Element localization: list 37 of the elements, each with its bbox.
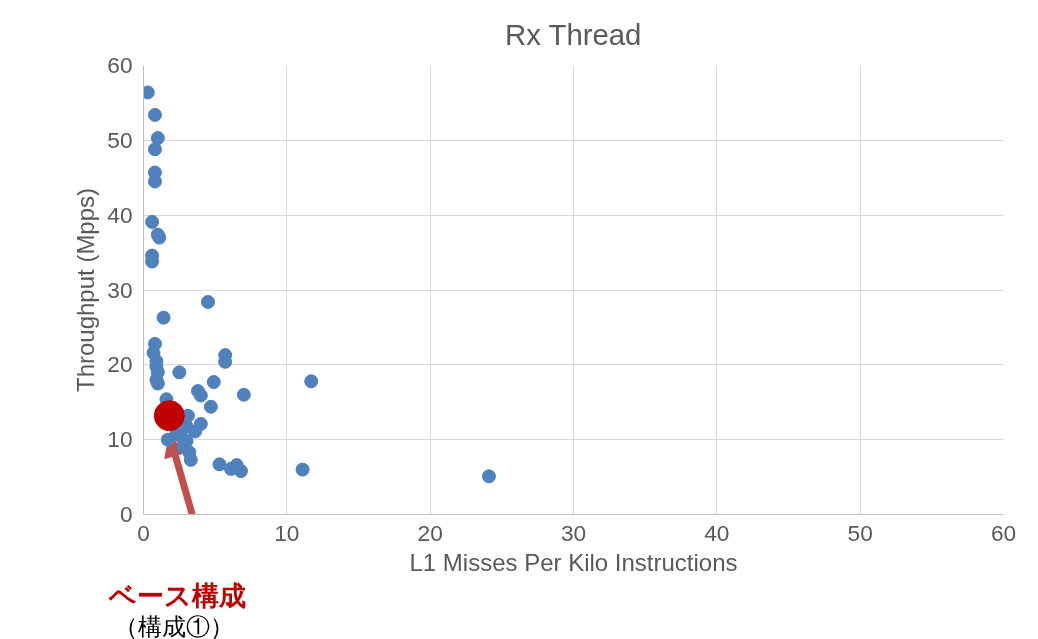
- x-tick-label: 20: [417, 519, 443, 546]
- x-tick-label: 0: [137, 519, 150, 546]
- point: [172, 365, 187, 380]
- point: [201, 294, 215, 309]
- point: [233, 464, 248, 479]
- x-axis-title: L1 Misses Per Kilo Instructions: [409, 548, 738, 576]
- point: [147, 107, 162, 122]
- y-tick-label: 10: [107, 426, 133, 453]
- point: [147, 142, 162, 157]
- y-tick-label: 40: [107, 201, 133, 228]
- x-tick-label: 30: [560, 519, 587, 546]
- point: [212, 457, 227, 472]
- point: [153, 400, 185, 432]
- point: [156, 310, 171, 325]
- y-tick-label: 60: [107, 52, 133, 78]
- x-tick-label: 10: [274, 519, 300, 546]
- point: [179, 419, 194, 434]
- y-tick-label: 0: [119, 501, 133, 527]
- point: [160, 432, 175, 447]
- y-tick-label: 20: [107, 351, 133, 378]
- point: [236, 387, 251, 402]
- chart-title: Rx Thread: [505, 17, 642, 51]
- y-axis-title: Throughput (Mpps): [72, 187, 100, 393]
- y-tick-label: 30: [107, 276, 133, 303]
- x-tick-label: 50: [847, 519, 873, 546]
- x-tick-label: 60: [990, 519, 1017, 546]
- point: [203, 399, 218, 414]
- y-tick-label: 50: [107, 126, 133, 153]
- point: [193, 388, 208, 403]
- text: （構成①）: [113, 612, 234, 639]
- point: [145, 214, 160, 229]
- point: [304, 374, 319, 389]
- point: [206, 375, 221, 390]
- text: ベース構成: [107, 580, 246, 611]
- x-tick-label: 40: [704, 519, 730, 546]
- point: [295, 462, 310, 477]
- point: [481, 469, 496, 484]
